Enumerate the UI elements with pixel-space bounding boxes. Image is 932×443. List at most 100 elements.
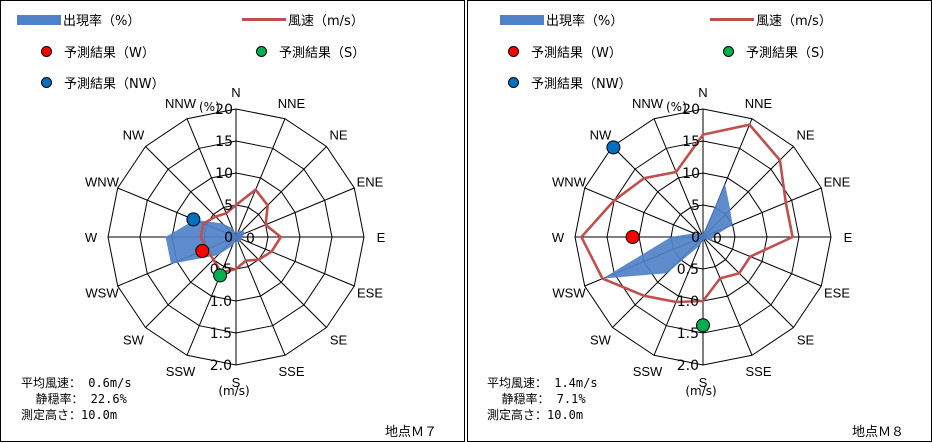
direction-label-se: SE (330, 333, 348, 348)
avg-speed-m8: 平均風速： 1.4m/s (487, 376, 598, 390)
legend-pred-s-label: 予測結果（S） (746, 46, 833, 61)
spoke-nw (145, 146, 237, 238)
direction-label-nne: NNE (745, 96, 773, 111)
spoke-sse (235, 236, 286, 356)
panel-m8: 0 5 10 15 20 (%) 0 0.5 1.0 1.5 2.0 (m/s) N NNE NE ENE E E… (467, 0, 932, 442)
speed-tick-label: 1.5 (210, 326, 232, 342)
speed-tick-label: 0 (246, 231, 255, 247)
freq-tick-label: 10 (682, 166, 700, 182)
legend-pred-s-label: 予測結果（S） (279, 46, 366, 61)
legend-speed-label: 風速（m/s） (756, 14, 832, 29)
speed-tick-label: 1.0 (210, 294, 232, 310)
direction-label-ene: ENE (824, 175, 851, 190)
speed-tick-label: 2.0 (677, 358, 699, 374)
legend-pred-s: 予測結果（S） (256, 42, 365, 61)
freq-tick-label: 15 (682, 134, 700, 150)
legend-freq: 出現率（%） (500, 10, 623, 29)
legend-pred-nw-label: 予測結果（NW） (64, 77, 165, 92)
frequency-area (602, 183, 733, 279)
spoke-se (702, 236, 794, 328)
frequency-area (165, 219, 245, 264)
legend-pred-s-dot (256, 46, 267, 57)
legend-pred-s-dot (723, 46, 734, 57)
freq-tick-label: 5 (691, 198, 700, 214)
freq-tick-label: 5 (224, 198, 233, 214)
legend-speed-swatch (242, 18, 286, 21)
freq-tick-label: 0 (691, 230, 700, 246)
spoke-ese (702, 236, 822, 287)
freq-tick-label: 20 (682, 102, 700, 118)
speed-line (580, 123, 794, 304)
direction-label-wnw: WNW (85, 175, 120, 190)
spoke-ene (235, 187, 355, 238)
speed-tick-label: 2.0 (210, 358, 232, 374)
spoke-nne (235, 118, 286, 238)
legend-pred-nw-dot (41, 77, 52, 88)
speed-tick-label: 1.0 (677, 294, 699, 310)
legend-freq-label: 出現率（%） (63, 14, 141, 29)
legend-speed-swatch (710, 18, 754, 21)
prediction-marker-nw (606, 140, 621, 155)
freq-unit-label: (%) (199, 100, 220, 114)
direction-label-w: W (552, 230, 565, 245)
spoke-nnw (186, 118, 237, 238)
avg-speed-m7: 平均風速： 0.6m/s (21, 376, 132, 390)
speed-tick-label: 1.5 (677, 326, 699, 342)
station-label-m8: 地点Ｍ８ (852, 425, 905, 440)
legend-freq-swatch (500, 14, 544, 25)
legend-pred-nw-dot (508, 77, 519, 88)
spoke-sse (702, 236, 753, 356)
direction-label-nnw: NNW (165, 96, 197, 111)
direction-label-ene: ENE (357, 175, 384, 190)
direction-label-wnw: WNW (552, 175, 587, 190)
speed-unit-label: (m/s) (685, 384, 716, 398)
direction-label-w: W (85, 230, 98, 245)
legend-speed: 風速（m/s） (242, 10, 364, 29)
direction-label-sse: SSE (745, 364, 771, 379)
freq-unit-label: (%) (666, 100, 687, 114)
legend-pred-w: 予測結果（W） (41, 42, 155, 61)
legend-pred-s: 予測結果（S） (723, 42, 832, 61)
spoke-ne (235, 146, 327, 238)
wind-rose-m8: 0 5 10 15 20(%) 0 0.5 1.0 1.5 2.0 (m/s) N NNE NE ENE E E… (552, 85, 853, 398)
radar-grid (107, 108, 365, 366)
freq-tick-label: 10 (215, 166, 233, 182)
direction-label-wsw: WSW (85, 286, 119, 301)
speed-line (199, 188, 283, 274)
direction-label-nw: NW (590, 128, 612, 143)
direction-label-ne: NE (329, 128, 347, 143)
direction-label-wsw: WSW (552, 286, 586, 301)
direction-label-nw: NW (123, 128, 145, 143)
legend-pred-nw-label: 予測結果（NW） (531, 77, 632, 92)
direction-label-n: N (231, 85, 240, 100)
direction-label-se: SE (797, 333, 815, 348)
speed-tick-label: 0 (713, 231, 722, 247)
direction-label-ne: NE (796, 128, 814, 143)
direction-label-ssw: SSW (633, 364, 663, 379)
legend-freq-swatch (17, 14, 61, 25)
direction-label-ese: ESE (824, 286, 850, 301)
legend-speed-label: 風速（m/s） (288, 14, 364, 29)
legend-pred-w-dot (508, 46, 519, 57)
direction-label-e: E (844, 230, 853, 245)
freq-tick-label: 15 (215, 134, 233, 150)
calm-rate-m8: 静穏率： 7.1% (487, 392, 586, 406)
prediction-marker-w (195, 244, 210, 258)
legend-freq-label: 出現率（%） (546, 14, 624, 29)
legend-speed: 風速（m/s） (710, 10, 832, 29)
height-m8: 測定高さ：10.0m (487, 408, 584, 422)
height-m7: 測定高さ：10.0m (21, 408, 118, 422)
wind-rose-m7: 05101520(%)00.51.01.52.0(m/s)NNNENEENEEE… (85, 85, 386, 398)
spoke-wnw (584, 187, 704, 238)
spoke-nw (612, 146, 704, 238)
panel-m7: 05101520(%)00.51.01.52.0(m/s)NNNENEENEEE… (0, 0, 465, 442)
station-label-m7: 地点Ｍ７ (385, 425, 438, 440)
legend-pred-w-label: 予測結果（W） (64, 46, 155, 61)
direction-label-sw: SW (590, 333, 612, 348)
legend-freq: 出現率（%） (17, 10, 140, 29)
spoke-ssw (653, 236, 704, 356)
direction-label-sse: SSE (278, 364, 304, 379)
legend-pred-w: 予測結果（W） (508, 42, 622, 61)
direction-label-ese: ESE (357, 286, 383, 301)
